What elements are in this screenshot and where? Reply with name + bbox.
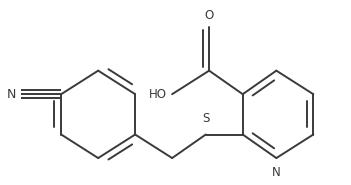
- Text: S: S: [202, 112, 210, 125]
- Text: HO: HO: [149, 88, 167, 101]
- Text: O: O: [205, 9, 214, 22]
- Text: N: N: [272, 166, 281, 179]
- Text: N: N: [6, 88, 16, 101]
